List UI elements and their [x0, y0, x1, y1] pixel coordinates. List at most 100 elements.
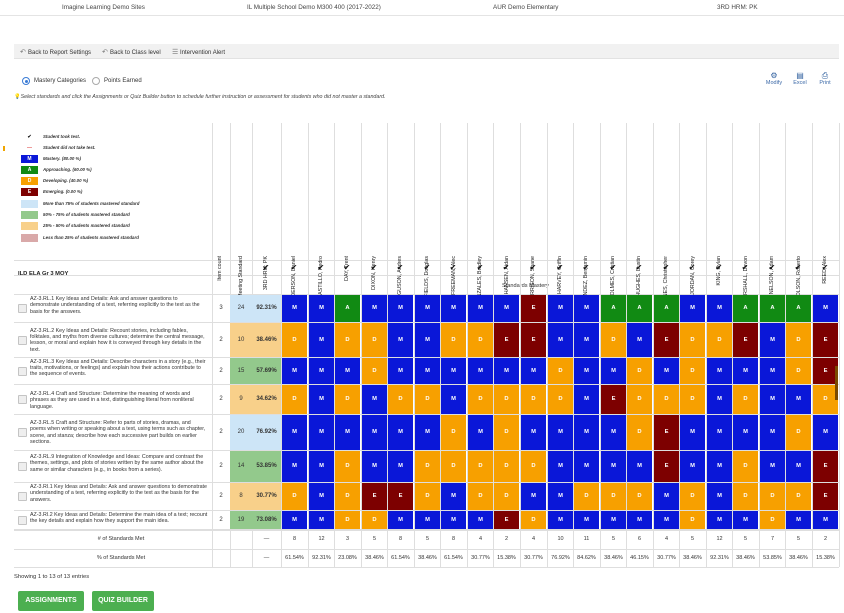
- mastery-cell[interactable]: E: [601, 385, 626, 414]
- mastery-cell[interactable]: M: [415, 511, 440, 529]
- mastery-cell[interactable]: D: [627, 358, 652, 384]
- mastery-cell[interactable]: M: [441, 511, 466, 529]
- mastery-cell[interactable]: D: [494, 415, 519, 450]
- mastery-cell[interactable]: M: [707, 295, 732, 322]
- mastery-cell[interactable]: E: [494, 511, 519, 529]
- mastery-cell[interactable]: M: [548, 451, 573, 482]
- mastery-cell[interactable]: M: [760, 415, 785, 450]
- mastery-cell[interactable]: M: [813, 415, 838, 450]
- mastery-cell[interactable]: M: [415, 358, 440, 384]
- mastery-cell[interactable]: M: [441, 385, 466, 414]
- mastery-cell[interactable]: D: [760, 483, 785, 510]
- mastery-cell[interactable]: D: [680, 323, 705, 357]
- mastery-cell[interactable]: M: [707, 511, 732, 529]
- mastery-cell[interactable]: M: [521, 358, 546, 384]
- mastery-cell[interactable]: E: [494, 323, 519, 357]
- mastery-cell[interactable]: D: [548, 385, 573, 414]
- mastery-cell[interactable]: M: [282, 358, 307, 384]
- mastery-cell[interactable]: M: [786, 385, 811, 414]
- mastery-cell[interactable]: M: [282, 295, 307, 322]
- mastery-cell[interactable]: M: [362, 415, 387, 450]
- mastery-cell[interactable]: A: [335, 295, 360, 322]
- mastery-cell[interactable]: M: [468, 511, 493, 529]
- mastery-cell[interactable]: M: [415, 295, 440, 322]
- mastery-cell[interactable]: M: [309, 385, 334, 414]
- mastery-cell[interactable]: D: [521, 385, 546, 414]
- mastery-cell[interactable]: D: [654, 385, 679, 414]
- mastery-cell[interactable]: M: [468, 358, 493, 384]
- mastery-cell[interactable]: M: [309, 415, 334, 450]
- mastery-cell[interactable]: M: [441, 295, 466, 322]
- mastery-cell[interactable]: D: [335, 451, 360, 482]
- mastery-cell[interactable]: M: [494, 295, 519, 322]
- mastery-cell[interactable]: M: [601, 511, 626, 529]
- mastery-cell[interactable]: M: [309, 483, 334, 510]
- mastery-cell[interactable]: D: [601, 323, 626, 357]
- mastery-cell[interactable]: E: [388, 483, 413, 510]
- mastery-cell[interactable]: D: [362, 511, 387, 529]
- mastery-cell[interactable]: M: [309, 323, 334, 357]
- mastery-cell[interactable]: E: [813, 323, 838, 357]
- mastery-cell[interactable]: D: [335, 323, 360, 357]
- mastery-cell[interactable]: E: [733, 323, 758, 357]
- mastery-cell[interactable]: D: [627, 415, 652, 450]
- mastery-cell[interactable]: D: [760, 511, 785, 529]
- mastery-cell[interactable]: M: [362, 385, 387, 414]
- mastery-cell[interactable]: M: [574, 511, 599, 529]
- mastery-cell[interactable]: E: [521, 295, 546, 322]
- mastery-cell[interactable]: D: [468, 385, 493, 414]
- mastery-cell[interactable]: M: [415, 415, 440, 450]
- row-checkbox[interactable]: [18, 515, 27, 525]
- back-class-link[interactable]: ↶ Back to Class level: [102, 49, 161, 56]
- mastery-cell[interactable]: M: [282, 415, 307, 450]
- mastery-cell[interactable]: D: [627, 483, 652, 510]
- mastery-cell[interactable]: M: [707, 358, 732, 384]
- mastery-cell[interactable]: M: [521, 415, 546, 450]
- mastery-cell[interactable]: M: [388, 415, 413, 450]
- points-earned-radio[interactable]: [92, 77, 100, 85]
- mastery-cell[interactable]: A: [627, 295, 652, 322]
- scrollbar[interactable]: [835, 366, 838, 400]
- mastery-cell[interactable]: M: [468, 415, 493, 450]
- mastery-cell[interactable]: A: [601, 295, 626, 322]
- mastery-cell[interactable]: D: [468, 451, 493, 482]
- mastery-cell[interactable]: D: [733, 385, 758, 414]
- mastery-cell[interactable]: D: [786, 358, 811, 384]
- mastery-cell[interactable]: M: [813, 511, 838, 529]
- mastery-cell[interactable]: M: [760, 323, 785, 357]
- mastery-cell[interactable]: M: [282, 451, 307, 482]
- mastery-cell[interactable]: D: [786, 415, 811, 450]
- mastery-cell[interactable]: M: [733, 415, 758, 450]
- mastery-cell[interactable]: M: [574, 295, 599, 322]
- mastery-cell[interactable]: D: [494, 483, 519, 510]
- row-checkbox[interactable]: [18, 395, 27, 404]
- mastery-cell[interactable]: D: [415, 385, 440, 414]
- mastery-cell[interactable]: D: [733, 483, 758, 510]
- mastery-cell[interactable]: M: [548, 483, 573, 510]
- mastery-cell[interactable]: M: [707, 483, 732, 510]
- mastery-cell[interactable]: D: [680, 358, 705, 384]
- mastery-cell[interactable]: M: [388, 358, 413, 384]
- mastery-cell[interactable]: M: [548, 323, 573, 357]
- mastery-cell[interactable]: M: [707, 385, 732, 414]
- mastery-cell[interactable]: D: [707, 323, 732, 357]
- mastery-cell[interactable]: D: [282, 323, 307, 357]
- mastery-cell[interactable]: D: [335, 511, 360, 529]
- mastery-cell[interactable]: D: [733, 451, 758, 482]
- row-checkbox[interactable]: [18, 492, 27, 501]
- mastery-cell[interactable]: A: [786, 295, 811, 322]
- back-report-link[interactable]: ↶ Back to Report Settings: [20, 49, 92, 56]
- mastery-cell[interactable]: M: [441, 358, 466, 384]
- mastery-cell[interactable]: M: [574, 358, 599, 384]
- mastery-cell[interactable]: E: [813, 451, 838, 482]
- assignments-button[interactable]: ASSIGNMENTS: [18, 591, 84, 611]
- excel-button[interactable]: ▤ Excel: [789, 71, 811, 86]
- mastery-cell[interactable]: D: [468, 483, 493, 510]
- mastery-cell[interactable]: D: [441, 451, 466, 482]
- row-checkbox[interactable]: [18, 335, 27, 345]
- mastery-cell[interactable]: M: [733, 358, 758, 384]
- mastery-cell[interactable]: M: [813, 295, 838, 322]
- mastery-cell[interactable]: M: [388, 511, 413, 529]
- mastery-cell[interactable]: D: [521, 451, 546, 482]
- mastery-cell[interactable]: M: [733, 511, 758, 529]
